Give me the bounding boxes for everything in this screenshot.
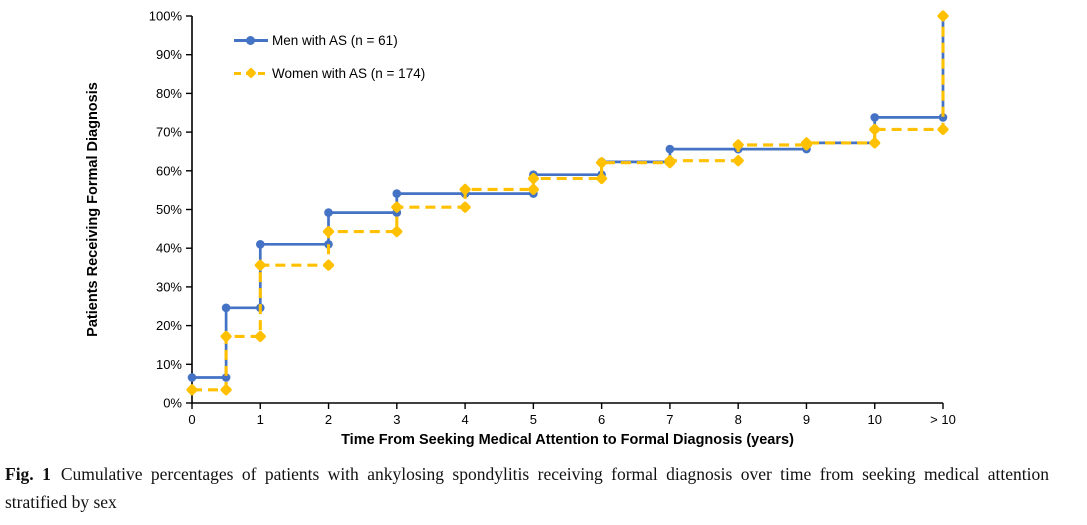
y-tick-label: 60% <box>156 163 182 178</box>
women-data-marker <box>527 172 539 185</box>
x-tick-label: 1 <box>257 412 264 427</box>
y-axis-title: Patients Receiving Formal Diagnosis <box>85 82 101 337</box>
women-data-marker <box>459 183 471 195</box>
men-data-marker <box>255 240 265 249</box>
x-tick-label: 9 <box>803 412 810 427</box>
women-data-marker <box>391 201 403 213</box>
y-tick-label: 10% <box>156 357 182 372</box>
y-tick-label: 90% <box>156 47 182 62</box>
x-tick-label: 5 <box>530 412 537 427</box>
women-data-marker <box>937 123 949 135</box>
women-data-marker <box>186 384 198 396</box>
men-data-marker <box>870 113 879 122</box>
legend-item-women: Women with AS (n = 174) <box>234 65 426 81</box>
men-data-marker <box>324 208 333 217</box>
men-circle-marker-icon <box>246 36 255 45</box>
x-tick-label: 2 <box>325 412 332 427</box>
y-tick-label: 30% <box>156 279 182 294</box>
women-data-marker <box>800 137 813 149</box>
y-tick-label: 50% <box>156 202 182 217</box>
x-axis-title: Time From Seeking Medical Attention to F… <box>341 432 794 448</box>
women-data-marker <box>220 330 232 342</box>
women-diamond-marker-icon <box>245 67 257 79</box>
x-tick-label: 0 <box>188 412 195 427</box>
legend-item-men: Men with AS (n = 61) <box>234 32 425 48</box>
women-data-marker <box>322 259 335 271</box>
x-tick-label: > 10 <box>930 412 956 427</box>
chart-legend: Men with AS (n = 61) Women with AS (n = … <box>234 33 425 99</box>
women-data-marker <box>459 201 471 213</box>
men-line-sample-icon <box>234 34 268 46</box>
women-data-marker <box>869 123 881 135</box>
women-data-marker <box>664 155 676 167</box>
women-data-marker <box>732 155 744 167</box>
x-tick-label: 6 <box>598 412 605 427</box>
y-tick-label: 20% <box>156 318 182 333</box>
men-data-marker <box>187 373 197 382</box>
legend-label-women: Women with AS (n = 174) <box>272 65 426 81</box>
y-tick-label: 0% <box>163 396 182 411</box>
x-tick-label: 4 <box>461 412 468 427</box>
figure-caption: Fig. 1 Cumulative percentages of patients… <box>5 460 1049 517</box>
women-data-marker <box>527 183 539 195</box>
legend-label-men: Men with AS (n = 61) <box>272 32 398 48</box>
women-data-marker <box>322 226 335 238</box>
men-data-marker <box>221 303 231 313</box>
women-data-marker <box>732 139 744 151</box>
women-data-marker <box>937 10 949 22</box>
women-data-marker <box>254 259 266 271</box>
women-data-marker <box>391 226 403 238</box>
y-tick-label: 80% <box>156 86 182 101</box>
women-data-marker <box>220 384 232 396</box>
men-data-marker <box>665 144 675 154</box>
x-tick-label: 8 <box>735 412 742 427</box>
x-tick-label: 7 <box>666 412 673 427</box>
men-data-marker <box>392 189 402 198</box>
y-tick-label: 70% <box>156 125 182 140</box>
men-data-marker <box>221 373 231 382</box>
women-data-marker <box>596 157 608 169</box>
figure-caption-text: Cumulative percentages of patients with … <box>5 464 1049 513</box>
figure-number: Fig. 1 <box>5 464 51 484</box>
men-data-marker <box>938 113 948 122</box>
y-tick-label: 40% <box>156 241 182 256</box>
diagnosis-step-chart: 0% 10% 20% 30% 40% 50% 60% 70% 80% 90% 100% 0 1 2 3 4 5 6… <box>85 9 956 449</box>
women-data-marker <box>869 137 881 149</box>
y-tick-label: 100% <box>149 9 183 24</box>
women-data-marker <box>254 330 266 342</box>
women-line-sample-icon <box>234 67 268 79</box>
x-tick-label: 3 <box>393 412 400 427</box>
x-tick-label: 10 <box>867 412 881 427</box>
women-data-marker <box>596 172 608 185</box>
